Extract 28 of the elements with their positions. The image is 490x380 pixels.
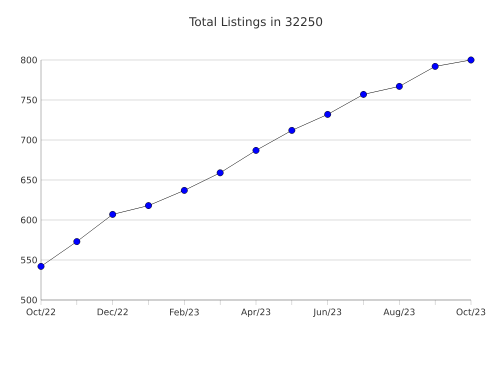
y-tick-label: 600 [20,216,37,224]
point [396,82,403,90]
x-tick-label: Jun/23 [312,308,342,317]
point [252,146,260,154]
x-tick-label: Oct/23 [456,308,486,316]
point [432,62,439,70]
point [468,56,474,64]
point [145,202,152,210]
y-tick-label: 550 [21,256,37,264]
x-tick-label: Oct/22 [26,308,56,316]
point [288,126,296,134]
point [109,210,116,218]
point [360,90,367,98]
x-tick-label: Feb/23 [170,308,199,316]
point [180,186,188,194]
chart-title: Total Listings in 32250 [189,16,322,28]
y-tick-label: 500 [21,296,37,304]
x-tick-label: Apr/23 [241,308,270,318]
y-tick-label: 650 [20,176,37,184]
point [38,262,44,270]
y-tick-label: 750 [21,96,37,104]
y-tick-label: 700 [21,136,37,144]
x-tick-label: Dec/22 [98,308,128,316]
point [73,238,80,246]
y-tick-label: 800 [20,56,37,64]
x-tick-label: Aug/23 [383,308,415,318]
point [216,169,224,176]
point [324,110,332,118]
